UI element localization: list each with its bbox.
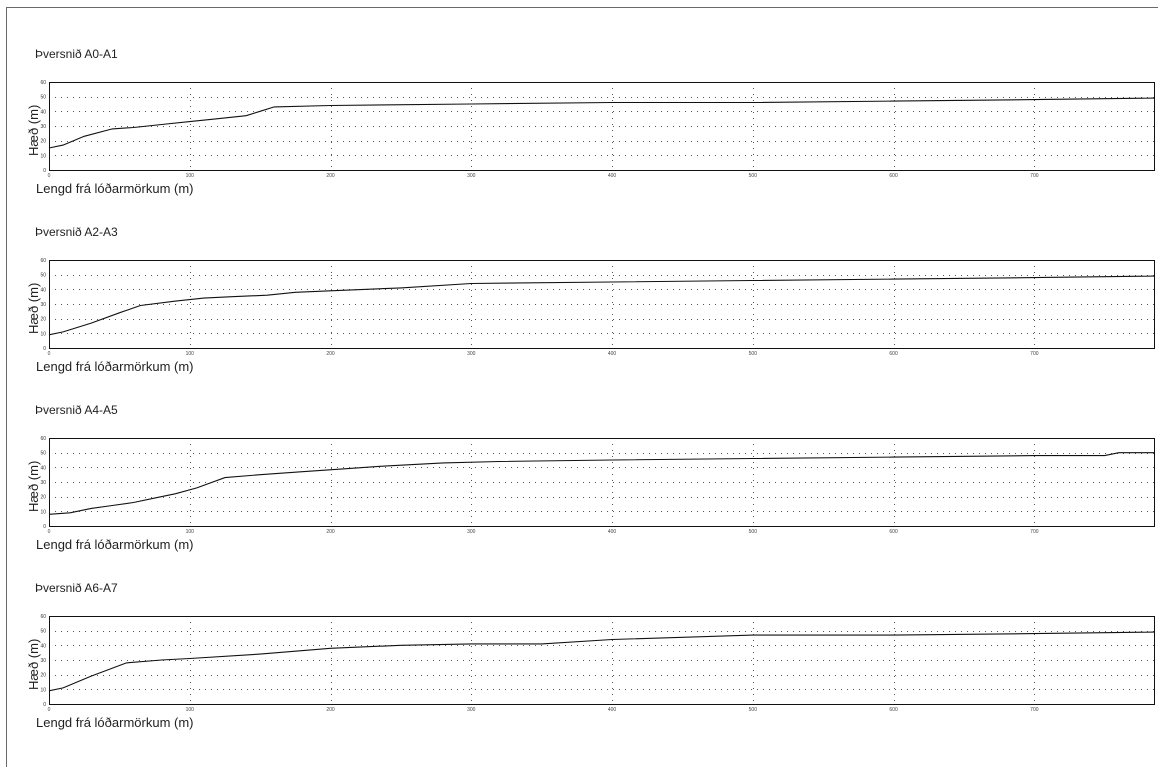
- x-tick-label: 0: [48, 707, 51, 713]
- panel-title: Þversnið A0-A1: [35, 47, 118, 61]
- y-tick-label: 20: [40, 495, 46, 501]
- x-tick-label: 600: [889, 529, 898, 535]
- x-tick-label: 0: [48, 351, 51, 357]
- y-tick-label: 0: [43, 168, 46, 174]
- x-tick-label: 600: [889, 707, 898, 713]
- y-tick-label: 0: [43, 524, 46, 530]
- x-tick-label: 100: [186, 707, 195, 713]
- y-tick-label: 20: [40, 673, 46, 679]
- profile-line: [48, 97, 1155, 149]
- x-axis-label: Lengd frá lóðarmörkum (m): [36, 537, 194, 552]
- y-axis-label: Hæð (m): [26, 282, 41, 334]
- x-tick-label: 400: [608, 351, 617, 357]
- x-axis-label: Lengd frá lóðarmörkum (m): [36, 715, 194, 730]
- y-tick-label: 50: [40, 451, 46, 457]
- y-tick-label: 50: [40, 95, 46, 101]
- x-tick-label: 400: [608, 173, 617, 179]
- y-tick-label: 30: [40, 658, 46, 664]
- y-tick-label: 20: [40, 139, 46, 145]
- y-tick-label: 10: [40, 153, 46, 159]
- x-tick-label: 200: [326, 529, 335, 535]
- profile-line: [48, 275, 1155, 336]
- y-tick-label: 40: [40, 465, 46, 471]
- y-tick-label: 40: [40, 109, 46, 115]
- y-tick-label: 10: [40, 509, 46, 515]
- plot-frame: [49, 616, 1155, 705]
- y-axis-label: Hæð (m): [26, 638, 41, 690]
- x-tick-label: 600: [889, 351, 898, 357]
- panel-title: Þversnið A4-A5: [35, 403, 118, 417]
- x-tick-label: 0: [48, 173, 51, 179]
- y-tick-label: 60: [40, 436, 46, 442]
- y-tick-label: 60: [40, 614, 46, 620]
- x-tick-label: 700: [1030, 173, 1039, 179]
- profile-line: [48, 452, 1154, 515]
- y-tick-label: 0: [43, 346, 46, 352]
- x-tick-label: 700: [1030, 529, 1039, 535]
- x-tick-label: 400: [608, 529, 617, 535]
- y-tick-label: 0: [43, 702, 46, 708]
- x-tick-label: 400: [608, 707, 617, 713]
- y-tick-label: 10: [40, 687, 46, 693]
- x-tick-label: 300: [467, 351, 476, 357]
- y-tick-label: 60: [40, 80, 46, 86]
- x-tick-label: 600: [889, 173, 898, 179]
- y-tick-label: 30: [40, 302, 46, 308]
- x-axis-label: Lengd frá lóðarmörkum (m): [36, 359, 194, 374]
- y-tick-label: 20: [40, 317, 46, 323]
- panel-title: Þversnið A6-A7: [35, 581, 118, 595]
- y-tick-label: 40: [40, 287, 46, 293]
- x-tick-label: 100: [186, 351, 195, 357]
- x-tick-label: 500: [749, 173, 758, 179]
- y-tick-label: 40: [40, 643, 46, 649]
- x-tick-label: 300: [467, 707, 476, 713]
- y-axis-label: Hæð (m): [26, 460, 41, 512]
- x-tick-label: 500: [749, 529, 758, 535]
- x-tick-label: 100: [186, 529, 195, 535]
- x-tick-label: 700: [1030, 707, 1039, 713]
- panel-title: Þversnið A2-A3: [35, 225, 118, 239]
- x-tick-label: 500: [749, 707, 758, 713]
- y-tick-label: 50: [40, 629, 46, 635]
- x-tick-label: 300: [467, 173, 476, 179]
- plot-frame: [49, 438, 1155, 527]
- page-frame: [6, 7, 1158, 767]
- x-tick-label: 100: [186, 173, 195, 179]
- y-tick-label: 50: [40, 273, 46, 279]
- x-tick-label: 200: [326, 707, 335, 713]
- x-tick-label: 500: [749, 351, 758, 357]
- x-tick-label: 300: [467, 529, 476, 535]
- plot-frame: [49, 82, 1155, 171]
- y-axis-label: Hæð (m): [26, 104, 41, 156]
- plot-frame: [49, 260, 1155, 349]
- profile-line: [48, 631, 1155, 692]
- y-tick-label: 10: [40, 331, 46, 337]
- x-tick-label: 200: [326, 173, 335, 179]
- y-tick-label: 60: [40, 258, 46, 264]
- x-tick-label: 0: [48, 529, 51, 535]
- x-tick-label: 700: [1030, 351, 1039, 357]
- y-tick-label: 30: [40, 124, 46, 130]
- x-tick-label: 200: [326, 351, 335, 357]
- y-tick-label: 30: [40, 480, 46, 486]
- x-axis-label: Lengd frá lóðarmörkum (m): [36, 181, 194, 196]
